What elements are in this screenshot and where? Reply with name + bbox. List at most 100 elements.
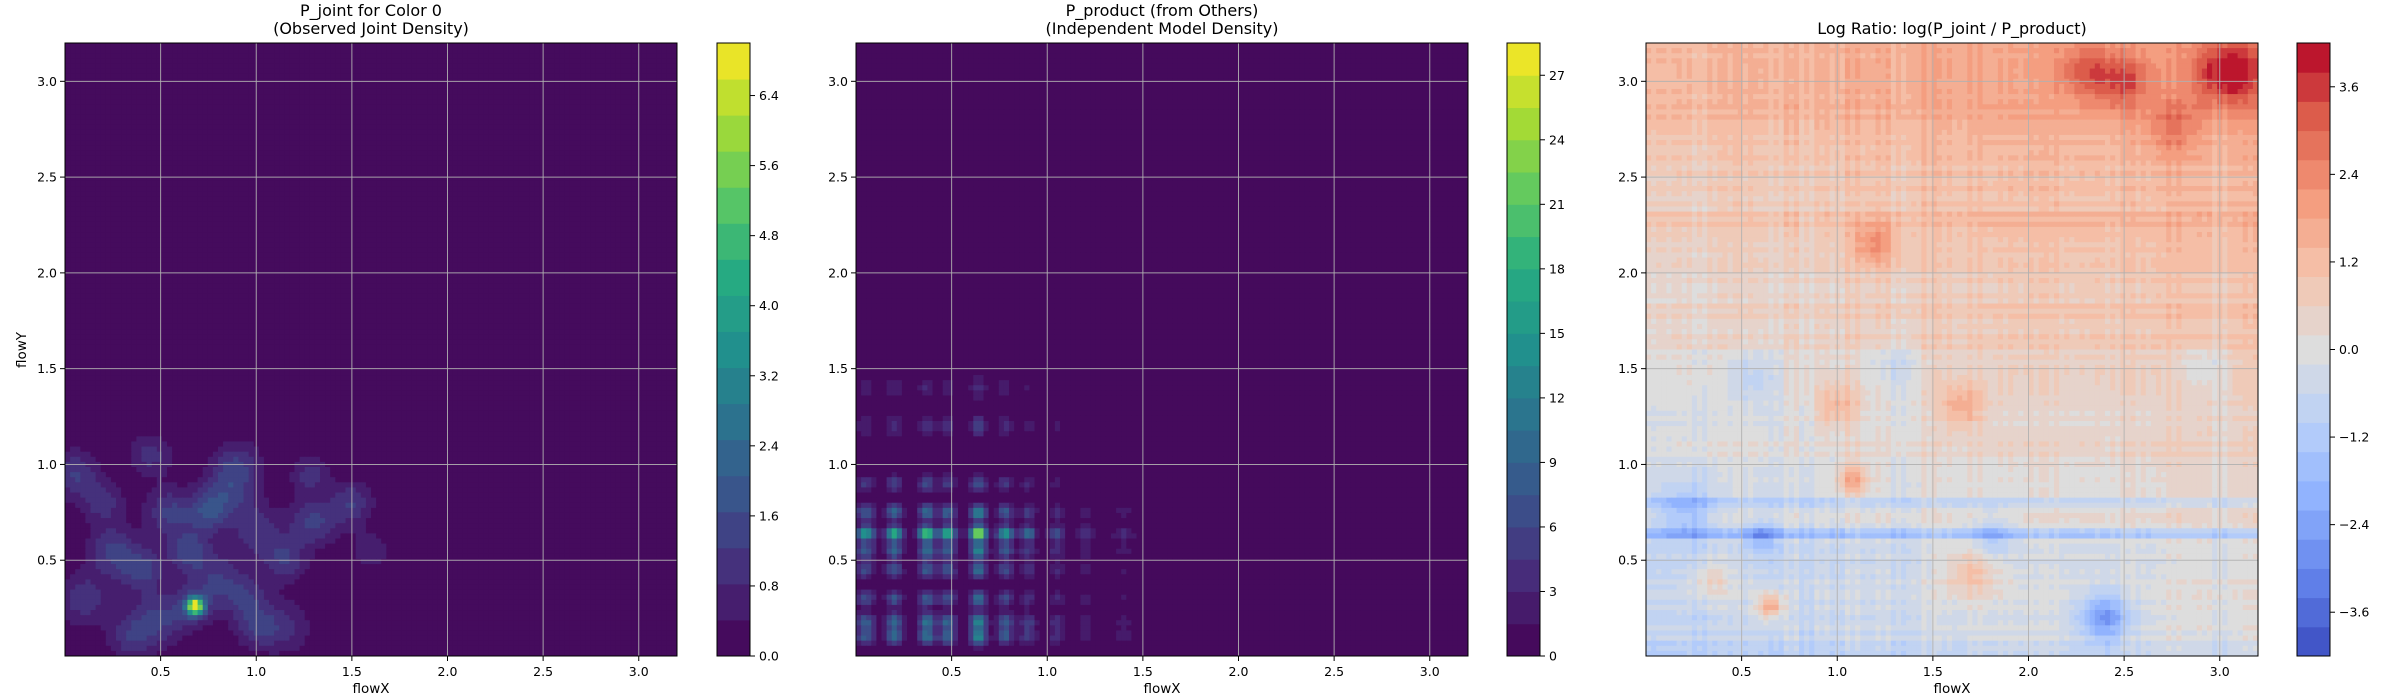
contour-cell <box>335 48 341 54</box>
contour-cell <box>198 125 204 131</box>
contour-cell <box>279 155 285 161</box>
contour-cell <box>555 206 561 212</box>
contour-cell <box>585 94 591 100</box>
contour-cell <box>85 206 91 212</box>
contour-cell <box>106 160 112 166</box>
contour-cell <box>514 125 520 131</box>
contour-cell <box>96 58 102 64</box>
contour-cell <box>473 227 479 233</box>
contour-cell <box>519 196 525 202</box>
contour-cell <box>550 140 556 146</box>
contour-cell <box>448 217 454 223</box>
contour-cell <box>488 242 494 248</box>
contour-cell <box>386 222 392 228</box>
contour-cell <box>274 181 280 187</box>
contour-cell <box>519 140 525 146</box>
contour-cell <box>361 53 367 59</box>
contour-cell <box>106 252 112 258</box>
contour-cell <box>427 181 433 187</box>
contour-cell <box>126 150 132 156</box>
contour-cell <box>606 104 612 110</box>
contour-cell <box>340 196 346 202</box>
contour-cell <box>96 63 102 69</box>
contour-cell <box>585 150 591 156</box>
contour-cell <box>386 130 392 136</box>
contour-cell <box>279 171 285 177</box>
contour-cell <box>361 130 367 136</box>
contour-cell <box>366 186 372 192</box>
contour-cell <box>182 94 188 100</box>
contour-cell <box>325 252 331 258</box>
contour-cell <box>218 74 224 80</box>
contour-cell <box>595 247 601 253</box>
contour-cell <box>437 191 443 197</box>
contour-cell <box>601 58 607 64</box>
contour-cell <box>208 130 214 136</box>
contour-cell <box>80 160 86 166</box>
contour-cell <box>330 201 336 207</box>
contour-cell <box>193 104 199 110</box>
contour-cell <box>575 145 581 151</box>
contour-cell <box>493 53 499 59</box>
contour-cell <box>662 247 668 253</box>
contour-cell <box>335 74 341 80</box>
contour-cell <box>259 120 265 126</box>
contour-cell <box>473 58 479 64</box>
contour-cell <box>305 69 311 75</box>
contour-cell <box>417 232 423 238</box>
contour-cell <box>534 58 540 64</box>
contour-cell <box>80 109 86 115</box>
contour-cell <box>356 171 362 177</box>
contour-cell <box>320 222 326 228</box>
contour-cell <box>259 135 265 141</box>
contour-cell <box>274 69 280 75</box>
contour-cell <box>544 48 550 54</box>
contour-cell <box>478 247 484 253</box>
contour-cell <box>606 201 612 207</box>
contour-cell <box>75 196 81 202</box>
contour-cell <box>356 99 362 105</box>
contour-cell <box>131 206 137 212</box>
contour-cell <box>315 120 321 126</box>
contour-cell <box>544 99 550 105</box>
contour-cell <box>65 191 71 197</box>
contour-cell <box>310 125 316 131</box>
contour-cell <box>560 63 566 69</box>
contour-cell <box>366 150 372 156</box>
contour-cell <box>646 135 652 141</box>
contour-cell <box>381 74 387 80</box>
contour-cell <box>126 181 132 187</box>
contour-cell <box>616 120 622 126</box>
contour-cell <box>182 53 188 59</box>
contour-cell <box>315 196 321 202</box>
contour-cell <box>621 84 627 90</box>
contour-cell <box>213 171 219 177</box>
contour-cell <box>330 63 336 69</box>
contour-cell <box>106 48 112 54</box>
contour-cell <box>233 160 239 166</box>
contour-cell <box>432 242 438 248</box>
contour-cell <box>631 191 637 197</box>
contour-cell <box>560 160 566 166</box>
contour-cell <box>269 252 275 258</box>
contour-cell <box>325 99 331 105</box>
contour-cell <box>91 191 97 197</box>
contour-cell <box>575 242 581 248</box>
contour-cell <box>152 196 158 202</box>
contour-cell <box>453 242 459 248</box>
contour-cell <box>529 43 535 49</box>
contour-cell <box>289 58 295 64</box>
contour-cell <box>539 58 545 64</box>
contour-cell <box>473 212 479 218</box>
contour-cell <box>550 63 556 69</box>
contour-cell <box>488 227 494 233</box>
contour-cell <box>126 166 132 172</box>
contour-cell <box>478 58 484 64</box>
contour-cell <box>228 160 234 166</box>
contour-cell <box>519 160 525 166</box>
contour-cell <box>208 109 214 115</box>
contour-cell <box>289 247 295 253</box>
contour-cell <box>606 94 612 100</box>
contour-cell <box>91 186 97 192</box>
contour-cell <box>667 53 673 59</box>
